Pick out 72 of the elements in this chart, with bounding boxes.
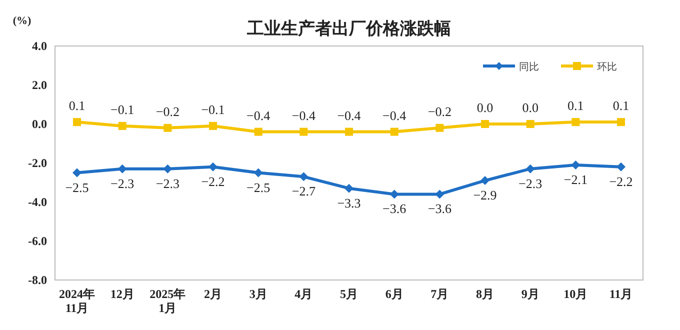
y-tick-label: 4.0 <box>32 39 47 53</box>
point <box>481 120 489 128</box>
point <box>299 172 308 182</box>
chart-title: 工业生产者出厂价格涨跌幅 <box>246 19 451 38</box>
point <box>73 118 81 126</box>
data-label: −2.9 <box>473 188 497 203</box>
point <box>118 164 127 174</box>
data-label: 0.1 <box>612 98 630 114</box>
x-tick-label: 2024年 11月 <box>59 287 95 315</box>
legend-label: 环比 <box>597 61 617 73</box>
x-tick-label: 7月 <box>430 287 449 301</box>
point <box>526 120 534 128</box>
point <box>254 128 262 136</box>
point <box>118 122 126 130</box>
data-label: 0.1 <box>568 98 584 114</box>
data-label: −2.3 <box>156 176 180 191</box>
point <box>572 118 580 126</box>
y-axis-title: (%) <box>12 15 32 27</box>
x-tick-label: 2025年 1月 <box>150 287 186 315</box>
y-tick-label: -4.0 <box>28 195 47 209</box>
point <box>526 164 535 174</box>
data-label: −2.3 <box>518 176 542 191</box>
data-label: −2.5 <box>65 180 89 195</box>
point <box>254 168 263 178</box>
point <box>616 162 626 172</box>
data-label: −3.3 <box>337 195 361 210</box>
x-tick-label: 6月 <box>385 287 404 301</box>
legend-label: 同比 <box>519 61 539 73</box>
data-label: −0.4 <box>246 108 271 123</box>
point <box>344 184 354 193</box>
y-tick-label: 2.0 <box>32 78 47 92</box>
x-tick-label: 9月 <box>521 287 540 301</box>
y-tick-label: -2.0 <box>28 156 47 170</box>
x-tick-label: 12月 <box>110 287 134 301</box>
data-label: −0.2 <box>156 104 180 119</box>
point <box>72 168 82 178</box>
data-label: −3.6 <box>428 201 452 216</box>
x-tick-label: 8月 <box>476 287 494 301</box>
point <box>617 118 625 126</box>
point <box>209 122 217 130</box>
y-tick-label: -6.0 <box>28 234 47 248</box>
data-label: −0.2 <box>428 104 452 119</box>
data-label: −2.3 <box>110 176 134 191</box>
x-tick-label: 5月 <box>340 287 358 301</box>
data-label: −0.1 <box>201 102 225 117</box>
data-label: −2.2 <box>609 174 633 189</box>
point <box>208 162 218 172</box>
x-tick-label: 4月 <box>294 287 313 301</box>
point <box>300 128 308 136</box>
data-label: −0.4 <box>292 108 316 123</box>
data-label: −2.1 <box>564 172 588 187</box>
point <box>390 128 398 136</box>
point <box>164 124 172 132</box>
data-label: −0.4 <box>382 108 407 123</box>
x-tick-label: 11月 <box>609 287 633 301</box>
data-label: 0.0 <box>476 100 494 115</box>
data-label: −2.2 <box>201 174 225 189</box>
data-label: 0.0 <box>522 100 538 115</box>
data-label: −2.7 <box>292 184 316 199</box>
data-label: 0.1 <box>68 98 86 114</box>
x-tick-label: 2月 <box>204 287 222 301</box>
point <box>345 128 353 136</box>
y-tick-label: 0.0 <box>32 117 47 131</box>
x-tick-label: 3月 <box>249 287 268 301</box>
data-label: −0.4 <box>337 108 362 123</box>
y-tick-label: -8.0 <box>28 273 47 287</box>
data-label: −3.6 <box>382 201 407 216</box>
data-label: −0.1 <box>110 102 134 117</box>
data-label: −2.5 <box>246 180 270 195</box>
point <box>436 124 444 132</box>
point <box>480 176 490 186</box>
x-tick-label: 10月 <box>564 287 588 301</box>
